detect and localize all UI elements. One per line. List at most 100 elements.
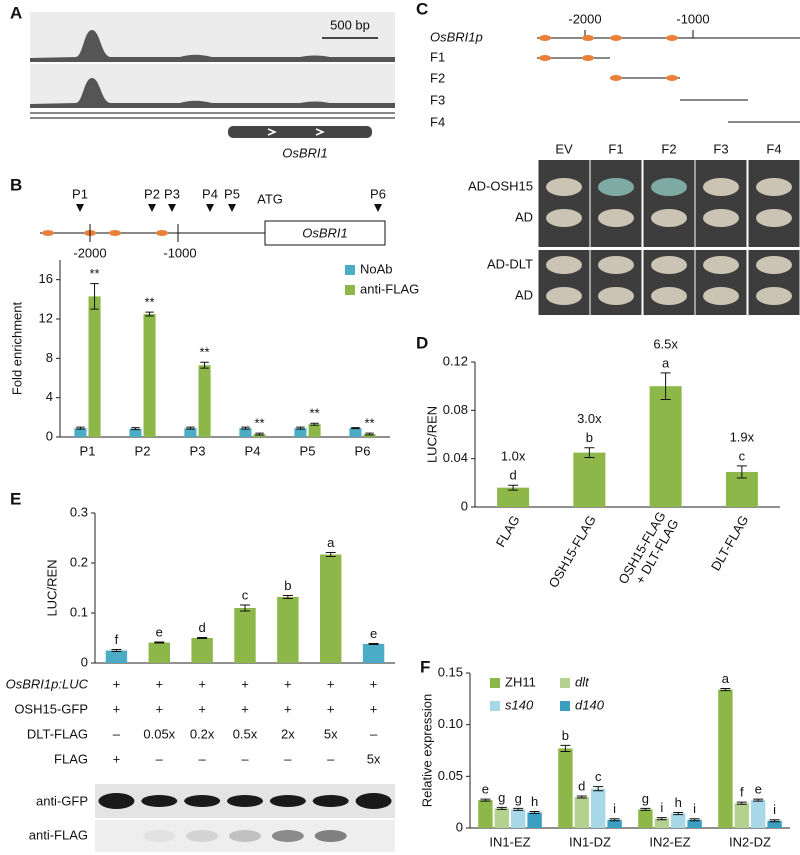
- blot-bands: [98, 793, 392, 842]
- error-bar: [368, 643, 379, 645]
- bar: [129, 428, 142, 437]
- y-axis-label: Fold enrichment: [9, 302, 24, 396]
- plate-cell: [590, 160, 642, 247]
- band: [227, 795, 263, 807]
- table-cell: 5x: [324, 726, 338, 741]
- y-tick-label: 0.2: [70, 554, 88, 569]
- table-cell: +: [155, 701, 163, 716]
- colony: [598, 287, 634, 305]
- bar: [143, 314, 156, 437]
- gene-box: [264, 220, 386, 246]
- bar: [687, 819, 702, 828]
- annotation: **: [199, 345, 209, 360]
- annotation: f: [115, 632, 119, 647]
- element: [610, 35, 622, 41]
- bar: [607, 819, 622, 828]
- y-tick-label: 0: [46, 428, 53, 443]
- row-label: DLT-FLAG: [27, 726, 88, 741]
- error-bar: [90, 283, 99, 310]
- site-arrow: [148, 204, 156, 212]
- x-tick-label: IN2-EZ: [649, 834, 690, 849]
- bar: [718, 689, 733, 828]
- gene-model: [228, 126, 372, 138]
- y-axis-label: LUC/REN: [44, 559, 59, 616]
- annotation: b: [562, 728, 569, 743]
- error-bar: [296, 426, 305, 430]
- position-label: -2000: [568, 11, 601, 26]
- track-signal: [30, 30, 395, 62]
- x-tick-label: P4: [245, 443, 261, 458]
- colony: [703, 287, 739, 305]
- y-tick-label: 0: [81, 654, 88, 669]
- annotation: **: [89, 266, 99, 281]
- x-tick-label: OSH15-FLAG: [545, 513, 598, 591]
- annotation: e: [156, 624, 163, 639]
- element: [156, 230, 168, 236]
- table-cell: 0.5x: [233, 726, 258, 741]
- panel-label: A: [10, 3, 22, 22]
- bar: [105, 650, 128, 663]
- site-markers: P1 P2 P3 P4 P5 P6: [72, 186, 386, 212]
- annotation: e: [370, 626, 377, 641]
- element: [42, 230, 54, 236]
- table-cell: +: [241, 676, 249, 691]
- column-label: EV: [555, 141, 573, 156]
- colony: [651, 256, 687, 274]
- x-tick-label: P5: [300, 443, 316, 458]
- bar: [362, 644, 385, 663]
- annotation: c: [595, 769, 602, 784]
- gene-arrow: [267, 128, 325, 136]
- fragment-label: F4: [430, 114, 445, 129]
- annotation: e: [755, 782, 762, 797]
- bar: [198, 365, 211, 437]
- y-tick-label: 0.04: [443, 450, 468, 465]
- y-tick-label: 0.3: [70, 504, 88, 519]
- annotation: d: [578, 778, 585, 793]
- bar: [320, 554, 342, 663]
- bar: [751, 800, 766, 828]
- error-bar: [576, 795, 587, 799]
- x-tick-label: P3: [190, 443, 206, 458]
- table-cell: –: [284, 751, 292, 766]
- row-label: OSH15-GFP: [14, 701, 88, 716]
- row-label: AD-DLT: [487, 256, 533, 271]
- error-bar: [197, 637, 208, 639]
- site-arrow: [168, 204, 176, 212]
- error-bar: [76, 426, 85, 430]
- x-tick-label: P1: [80, 443, 96, 458]
- bar: [191, 638, 213, 663]
- error-bar: [508, 484, 519, 491]
- bar: [88, 296, 101, 437]
- column-label: F4: [766, 141, 781, 156]
- site-label: P4: [202, 186, 218, 201]
- element: [666, 35, 678, 41]
- y-tick-label: 0.15: [438, 664, 463, 679]
- error-bar: [640, 807, 651, 811]
- bar: [74, 428, 87, 437]
- annotation: **: [144, 295, 154, 310]
- error-bar: [720, 688, 731, 692]
- error-bar: [351, 427, 360, 430]
- colony: [598, 178, 634, 196]
- colony: [756, 178, 792, 196]
- band: [98, 793, 135, 809]
- legend-label: ZH11: [505, 674, 536, 689]
- fold-label: 3.0x: [577, 411, 602, 426]
- legend-swatch: [345, 285, 355, 295]
- blot-label: anti-FLAG: [29, 827, 88, 842]
- colony: [756, 209, 792, 227]
- y-axis-label: Relative expression: [419, 694, 434, 807]
- row-label: AD: [515, 287, 533, 302]
- annotation: b: [284, 578, 291, 593]
- annotation: d: [510, 468, 517, 483]
- bar: [294, 428, 307, 437]
- error-bar: [131, 427, 140, 431]
- y-tick-label: 0: [461, 498, 468, 513]
- gene-label: OsBRI1: [282, 145, 328, 160]
- annotation: a: [722, 671, 730, 686]
- error-bar: [560, 744, 571, 753]
- error-bar: [689, 818, 700, 822]
- table-cell: +: [284, 676, 292, 691]
- x-tick-label: P6: [355, 443, 371, 458]
